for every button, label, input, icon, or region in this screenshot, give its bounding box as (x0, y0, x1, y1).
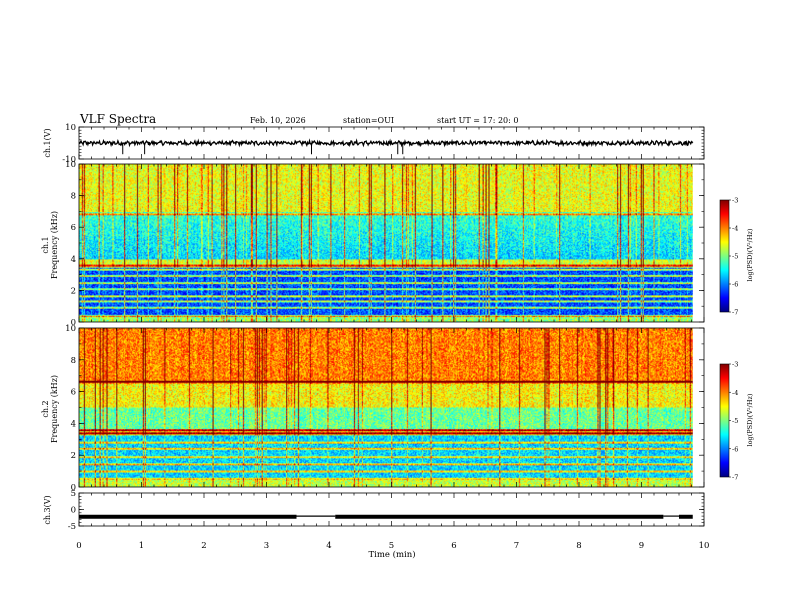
x-tick-label: 10 (699, 541, 710, 551)
ch1-spec-ytick-label: 6 (71, 223, 76, 233)
ch2-spec-cb-tick-label: -3 (732, 361, 738, 369)
ch3-ylabel: ch.3(V) (43, 495, 52, 524)
ch1-colorbar-label: log(PSD)(V²/Hz) (746, 228, 754, 281)
x-tick-label: 2 (201, 541, 206, 551)
ch1-wave-ytick-label: -10 (62, 155, 76, 165)
ch2-freq-label: Frequency (kHz) (50, 375, 59, 443)
x-axis-label: Time (min) (368, 549, 415, 560)
ch2-spec-ytick-label: 4 (71, 419, 76, 429)
ch2-spec-ytick-label: 10 (65, 324, 76, 334)
figure-title: VLF Spectra (79, 112, 156, 126)
ch1-spec-ytick-label: 10 (65, 160, 76, 170)
ch1-spec-cb-tick-label: -4 (732, 225, 738, 233)
ch1-waveform-panel: 10 -10 (62, 123, 705, 165)
ch1-spec-ytick-label: 8 (71, 192, 76, 202)
ch1-channel-label: ch.1 (41, 236, 50, 253)
x-tick-label: 7 (514, 541, 519, 551)
date-label: Feb. 10, 2026 (250, 116, 306, 125)
x-tick-label: 3 (264, 541, 269, 551)
x-tick-label: 4 (326, 541, 331, 551)
ch1-spec-image (79, 164, 693, 322)
x-tick-label: 6 (451, 541, 456, 551)
ch3-wave-ytick-label: 5 (71, 489, 76, 499)
ch2-spec-image (79, 328, 693, 487)
x-tick-label: 1 (139, 541, 144, 551)
ch1-freq-label: Frequency (kHz) (50, 211, 59, 279)
ch2-spec-ytick-label: 8 (71, 356, 76, 366)
station-label: station=OUI (343, 116, 394, 125)
ch2-colorbar-label: log(PSD)(V²/Hz) (746, 393, 754, 446)
ch1-spec-cb-tick-label: -5 (732, 253, 738, 261)
ch1-spec-ytick-label: 4 (71, 255, 76, 265)
ch1-ylabel: ch.1(V) (43, 128, 52, 157)
x-tick-label: 0 (76, 541, 81, 551)
ch3-wave-ytick-label: 0 (71, 506, 76, 516)
x-tick-label: 8 (576, 541, 581, 551)
ch1-spec-cb-tick-label: -7 (732, 309, 738, 317)
ch1-spec-ytick-label: 2 (71, 286, 76, 296)
ch2-channel-label: ch.2 (41, 400, 50, 417)
ch2-spec-ytick-label: 6 (71, 388, 76, 398)
ch2-spec-ytick-label: 0 (71, 483, 76, 493)
x-tick-label: 9 (639, 541, 644, 551)
ch2-spec-cb-tick-label: -4 (732, 389, 738, 397)
ch3-wave-ytick-label: -5 (68, 522, 76, 532)
ch1-spec-cb-tick-label: -6 (732, 281, 738, 289)
ch3-waveform-panel: 50-50 1 2 3 4 5 6 7 8 9 10 (68, 489, 710, 551)
ch2-spec-cb-tick-label: -5 (732, 417, 738, 425)
ch1-spec-cb-tick-label: -3 (732, 197, 738, 205)
start-time-label: start UT = 17: 20: 0 (437, 116, 518, 125)
ch2-spectrogram-panel: 0 2 4 6 8 10 -3 -4 -5 -6 -7 (65, 324, 738, 493)
ch1-spec-ytick-label: 0 (71, 318, 76, 328)
ch1-wave-ytick-label: 10 (65, 123, 76, 133)
ch1-spec-colorbar (719, 199, 730, 313)
ch2-spec-cb-tick-label: -7 (732, 474, 738, 482)
ch2-spec-cb-tick-label: -6 (732, 445, 738, 453)
ch1-spectrogram-panel: 0 2 4 6 8 10 -3 -4 -5 -6 -7 (65, 160, 738, 328)
ch2-spec-colorbar (719, 363, 730, 478)
ch1-waveform-trace (78, 138, 694, 148)
x-tick-label: 5 (389, 541, 394, 551)
ch2-spec-ytick-label: 2 (71, 451, 76, 461)
